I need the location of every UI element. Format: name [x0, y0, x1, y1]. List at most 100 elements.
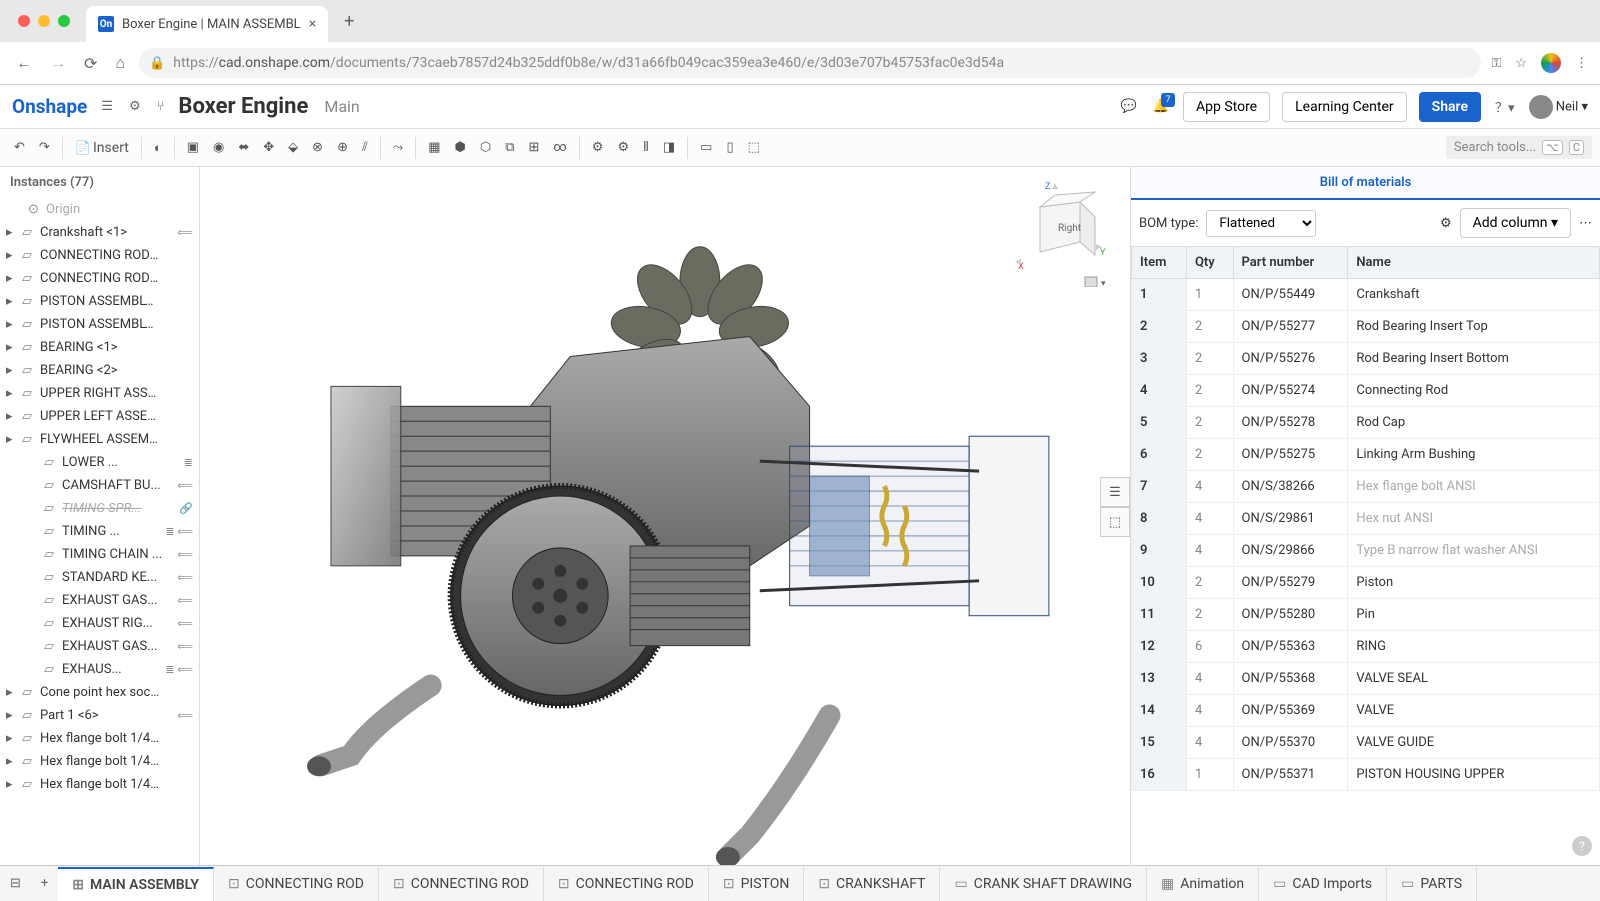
search-tools-input[interactable]: Search tools... ⌥C [1446, 136, 1592, 159]
bom-row[interactable]: 84ON/S/29861Hex nut ANSI [1132, 503, 1600, 535]
tree-item[interactable]: ▸▱CONNECTING ROD AS... [0, 267, 199, 290]
bom-row[interactable]: 94ON/S/29866Type B narrow flat washer AN… [1132, 535, 1600, 567]
bom-row[interactable]: 134ON/P/55368VALVE SEAL [1132, 663, 1600, 695]
tree-item[interactable]: ▱TIMING ...≣ ⟸ [0, 520, 199, 543]
insert-button[interactable]: 📄Insert [69, 136, 135, 160]
bom-row[interactable]: 144ON/P/55369VALVE [1132, 695, 1600, 727]
tree-item[interactable]: ▸▱FLYWHEEL ASSEMBL... [0, 428, 199, 451]
view-cube[interactable]: Right Z Y X ▾ [1000, 177, 1110, 287]
learning-center-button[interactable]: Learning Center [1282, 92, 1407, 122]
bom-config-icon[interactable]: ⚙ [1440, 216, 1452, 231]
tree-item[interactable]: ▸▱Hex flange bolt 1/4-28... [0, 773, 199, 796]
linear-relation-icon[interactable]: ◨ [657, 136, 681, 159]
tab-manager-icon[interactable]: ⊟ [0, 870, 31, 897]
bom-row[interactable]: 154ON/P/55370VALVE GUIDE [1132, 727, 1600, 759]
bottom-tab[interactable]: ⊡CONNECTING ROD [379, 867, 544, 901]
new-tab-button[interactable]: + [336, 7, 362, 36]
replicate-icon[interactable]: ⧉ [499, 136, 520, 159]
screw-relation-icon[interactable]: ⦀ [637, 136, 655, 159]
viewport-3d[interactable]: Right Z Y X ▾ ☰ ⬚ [200, 167, 1130, 865]
named-position-icon[interactable]: ▭ [694, 136, 718, 159]
expand-icon[interactable]: ▸ [6, 754, 18, 769]
expand-icon[interactable]: ▸ [6, 225, 18, 240]
tree-item[interactable]: ▸▱PISTON ASSEMBLY <... [0, 290, 199, 313]
star-icon[interactable]: ☆ [1515, 56, 1527, 71]
bom-column-header[interactable]: Name [1348, 247, 1600, 279]
expand-icon[interactable]: ▸ [6, 363, 18, 378]
revolute-mate-icon[interactable]: ◉ [207, 136, 230, 159]
expand-icon[interactable]: ▸ [6, 271, 18, 286]
parallel-mate-icon[interactable]: ⫽ [356, 136, 374, 159]
bom-row[interactable]: 102ON/P/55279Piston [1132, 567, 1600, 599]
redo-button[interactable]: ↷ [33, 136, 56, 159]
planar-mate-icon[interactable]: ✥ [257, 136, 280, 159]
rack-relation-icon[interactable]: ⚙ [611, 136, 635, 159]
bom-row[interactable]: 42ON/P/55274Connecting Rod [1132, 375, 1600, 407]
expand-icon[interactable]: ▸ [6, 685, 18, 700]
bottom-tab[interactable]: ▭CAD Imports [1259, 867, 1387, 901]
tree-item[interactable]: ▸▱PISTON ASSEMBLY <... [0, 313, 199, 336]
bom-row[interactable]: 11ON/P/55449Crankshaft [1132, 279, 1600, 311]
pattern-icon[interactable]: ⊞ [523, 136, 546, 159]
bottom-tab[interactable]: ⊡PISTON [709, 867, 804, 901]
minimize-window-icon[interactable] [38, 15, 50, 27]
mate-connector-icon[interactable]: ⬢ [449, 136, 472, 159]
bom-row[interactable]: 32ON/P/55276Rod Bearing Insert Bottom [1132, 343, 1600, 375]
tree-item[interactable]: ▸▱Crankshaft <1>⟸ [0, 221, 199, 244]
home-button[interactable]: ⌂ [111, 49, 129, 77]
expand-icon[interactable]: ▸ [6, 294, 18, 309]
fastened-mate-icon[interactable]: ▣ [181, 136, 205, 159]
expand-icon[interactable]: ▸ [6, 317, 18, 332]
tab-close-icon[interactable]: × [309, 16, 316, 32]
display-state-icon[interactable]: ▯ [720, 136, 739, 159]
slider-mate-icon[interactable]: ⬌ [232, 136, 255, 159]
notifications-icon[interactable]: 🔔7 [1151, 97, 1171, 116]
bottom-tab[interactable]: ⊡CONNECTING ROD [214, 867, 379, 901]
bom-row[interactable]: 52ON/P/55278Rod Cap [1132, 407, 1600, 439]
bom-row[interactable]: 74ON/S/38266Hex flange bolt ANSI [1132, 471, 1600, 503]
exploded-view-icon[interactable]: ⬚ [742, 136, 766, 159]
menu-icon[interactable]: ⋮ [1575, 56, 1588, 71]
share-button[interactable]: Share [1419, 92, 1481, 122]
tree-item[interactable]: ▸▱UPPER RIGHT ASSEM... [0, 382, 199, 405]
tangent-mate-icon[interactable]: ⤳ [387, 136, 409, 159]
user-menu[interactable]: Neil ▾ [1529, 95, 1588, 119]
expand-icon[interactable]: ▸ [6, 409, 18, 424]
ball-mate-icon[interactable]: ⊕ [331, 136, 354, 159]
bom-overflow-icon[interactable]: ⋯ [1579, 216, 1592, 231]
tree-item[interactable]: ▸▱UPPER LEFT ASSEM... [0, 405, 199, 428]
undo-button[interactable]: ↶ [8, 136, 31, 159]
cylindrical-mate-icon[interactable]: ⬙ [282, 136, 304, 159]
expand-icon[interactable]: ▸ [6, 340, 18, 355]
tree-item[interactable]: ▱STANDARD KE...⟸ [0, 566, 199, 589]
bom-row[interactable]: 126ON/P/55363RING [1132, 631, 1600, 663]
tree-item[interactable]: ▱LOWER ...≣ [0, 451, 199, 474]
bottom-tab[interactable]: ⊡CONNECTING ROD [544, 867, 709, 901]
bom-column-header[interactable]: Item [1132, 247, 1187, 279]
branches-icon[interactable]: ⑂ [155, 97, 167, 116]
tree-item[interactable]: ▱EXHAUST RIG...⟸ [0, 612, 199, 635]
bom-row[interactable]: 22ON/P/55277Rod Bearing Insert Top [1132, 311, 1600, 343]
tree-item[interactable]: ▱CAMSHAFT BU...⟸ [0, 474, 199, 497]
tree-item[interactable]: ▸▱BEARING <1> [0, 336, 199, 359]
bottom-tab[interactable]: ▭CRANK SHAFT DRAWING [940, 867, 1147, 901]
expand-icon[interactable]: ▸ [6, 248, 18, 263]
bom-column-header[interactable]: Qty [1186, 247, 1233, 279]
tree-item[interactable]: ▱EXHAUST GAS...⟸ [0, 589, 199, 612]
bottom-tab[interactable]: ⊡CRANKSHAFT [804, 867, 940, 901]
help-bubble-icon[interactable]: ? [1572, 836, 1592, 856]
add-tab-button[interactable]: + [31, 870, 58, 897]
tree-item[interactable]: ▸▱Hex flange bolt 1/4-28... [0, 727, 199, 750]
key-icon[interactable]: ⚿ [1491, 56, 1501, 71]
bom-panel-toggle-icon[interactable]: ☰ [1100, 477, 1130, 507]
expand-icon[interactable]: ▸ [6, 386, 18, 401]
tree-item[interactable]: ▱EXHAUST GAS...⟸ [0, 635, 199, 658]
address-bar[interactable]: 🔒 https://cad.onshape.com/documents/73ca… [139, 48, 1481, 78]
add-column-button[interactable]: Add column ▾ [1460, 208, 1571, 238]
tree-config-icon[interactable]: ⚙ [127, 97, 143, 116]
tree-item[interactable]: ▱TIMING SPR...🔗 [0, 497, 199, 520]
tree-item[interactable]: ▸▱CONNECTING ROD AS... [0, 244, 199, 267]
back-button[interactable]: ← [12, 49, 36, 77]
reload-button[interactable]: ⟳ [80, 50, 101, 77]
profile-icon[interactable] [1541, 53, 1561, 73]
